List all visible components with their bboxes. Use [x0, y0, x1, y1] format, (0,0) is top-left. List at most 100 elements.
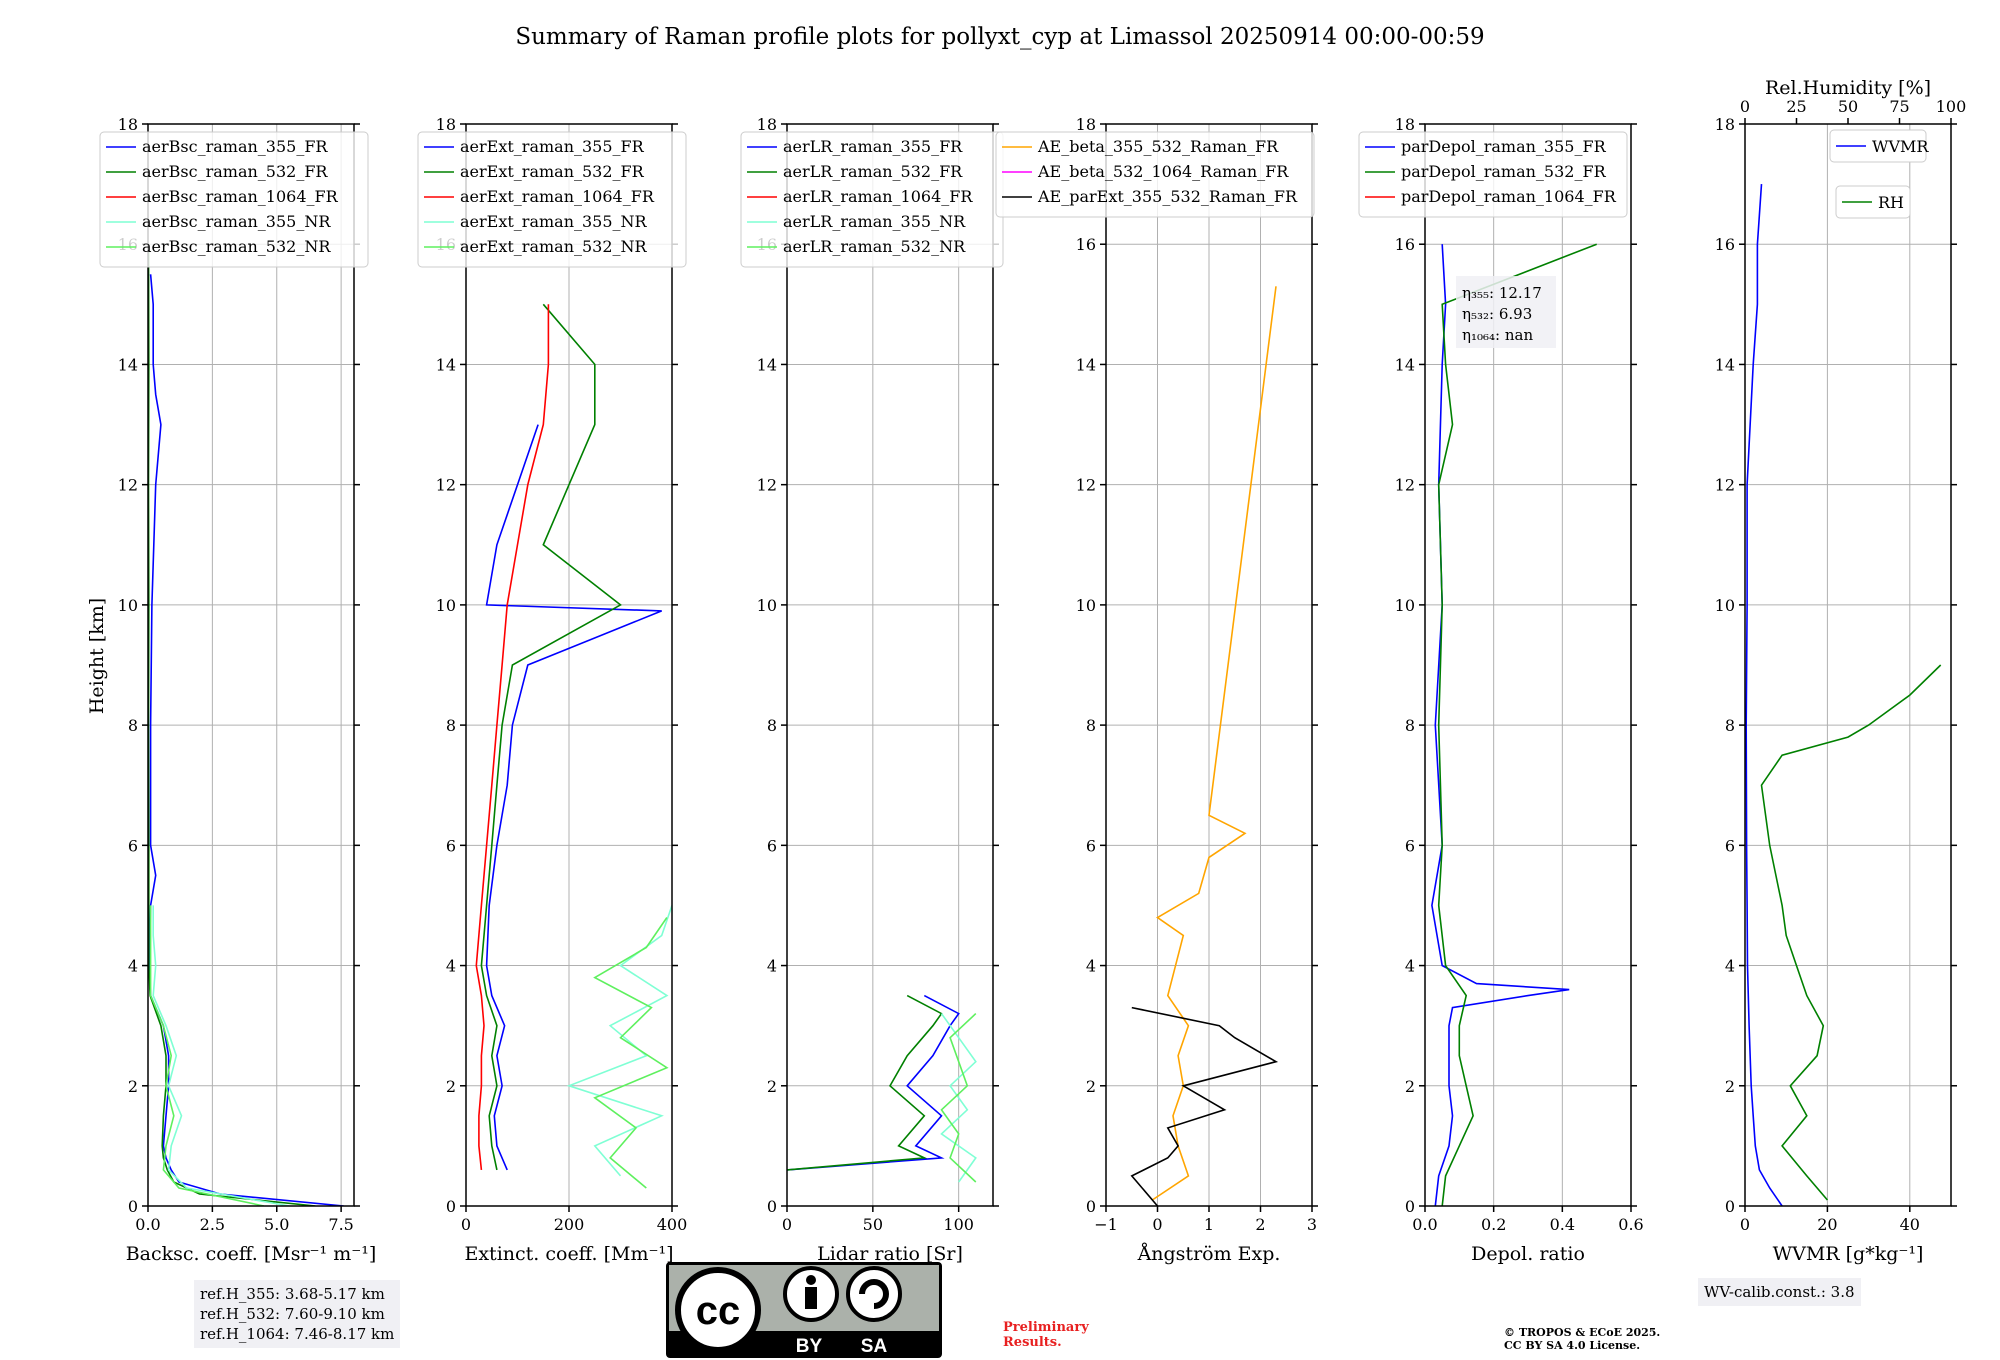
y-tick-label: 16	[1076, 235, 1096, 254]
series-line-aerExt_raman_532_FR	[480, 303, 622, 1171]
y-tick-label: 10	[757, 596, 777, 615]
x-tick-label: −1	[1094, 1215, 1118, 1234]
axes-frame	[786, 123, 994, 1207]
x-tick-label: 40	[1900, 1215, 1920, 1234]
x-tick-label: 200	[554, 1215, 585, 1234]
legend-label: AE_beta_355_532_Raman_FR	[1037, 137, 1279, 156]
y-tick-label: 4	[1086, 957, 1096, 976]
y-tick-label: 4	[1725, 957, 1735, 976]
legend-rh: RH	[1835, 185, 1911, 219]
attribution-head	[806, 1275, 816, 1285]
y-tick-label: 14	[436, 355, 456, 374]
legend-wvmr: WVMR	[1829, 129, 1929, 163]
x-tick-label: 100	[943, 1215, 974, 1234]
y-tick-label: 8	[1086, 716, 1096, 735]
y-tick-label: 12	[1715, 476, 1735, 495]
x-tick-label: 0	[1740, 1215, 1750, 1234]
y-tick-label: 6	[1725, 836, 1735, 855]
cc-by-sa-logo: cc BY SA	[666, 1262, 942, 1358]
top-x-tick-label: 100	[1936, 97, 1967, 116]
x-tick-label: 0	[1152, 1215, 1162, 1234]
x-tick-label: 5.0	[264, 1215, 289, 1234]
y-tick-label: 6	[128, 836, 138, 855]
series-line-aerLR_raman_355_NR	[940, 1013, 977, 1183]
cc-circle-icon	[675, 1267, 761, 1353]
legend-label: aerBsc_raman_355_NR	[142, 212, 331, 231]
y-tick-label: 18	[118, 115, 138, 134]
x-tick-label: 7.5	[328, 1215, 353, 1234]
series-line-RH	[1760, 664, 1942, 1201]
y-tick-label: 14	[1076, 355, 1096, 374]
y-tick-label: 10	[1715, 596, 1735, 615]
x-tick-label: 0	[461, 1215, 471, 1234]
sa-label: SA	[861, 1336, 888, 1357]
y-tick-label: 12	[1076, 476, 1096, 495]
axes-frame	[147, 123, 355, 1207]
preliminary-line-2: Results.	[1003, 1335, 1062, 1350]
y-tick-label: 12	[1395, 476, 1415, 495]
series-line-WVMR	[1745, 184, 1783, 1206]
panel-depol: 0 2 4 6 8 10 12 14 16 18 0.0 0.2 0.4 0.6 Depol. ratio p…	[1358, 115, 1644, 1265]
y-tick-label: 14	[1715, 355, 1735, 374]
y-tick-label: 10	[1076, 596, 1096, 615]
figure-title: Summary of Raman profile plots for polly…	[515, 24, 1484, 50]
legend-label: aerExt_raman_532_NR	[460, 237, 648, 256]
legend-label: aerBsc_raman_355_FR	[142, 137, 328, 156]
legend-frame	[99, 131, 369, 268]
legend-rh-frame	[1835, 185, 1911, 219]
ref-height-1064: ref.H_1064: 7.46-8.17 km	[200, 1325, 395, 1343]
y-tick-label: 12	[436, 476, 456, 495]
x-tick-label: 0	[782, 1215, 792, 1234]
series-group	[1431, 243, 1597, 1206]
x-axis-label: Ångström Exp.	[1137, 1243, 1281, 1265]
panel-water_vapor: 0 2 4 6 8 10 12 14 16 18 0 20 40 WVMR [g*kg⁻¹] 0 25 50 75…	[1715, 77, 1967, 1265]
series-group	[475, 303, 672, 1189]
x-tick-label: 20	[1817, 1215, 1837, 1234]
series-group	[1130, 286, 1279, 1206]
y-tick-label: 2	[128, 1077, 138, 1096]
annotation-line: η₅₃₂: 6.93	[1462, 305, 1532, 323]
preliminary-note: Preliminary Results.	[1003, 1320, 1089, 1350]
y-tick-label: 14	[118, 355, 138, 374]
y-tick-label: 12	[757, 476, 777, 495]
series-line-aerExt_raman_1064_FR	[475, 304, 550, 1170]
x-axis-label: WVMR [g*kg⁻¹]	[1773, 1243, 1924, 1265]
attribution-body	[805, 1287, 817, 1309]
y-tick-label: 8	[128, 716, 138, 735]
top-x-tick-label: 25	[1786, 97, 1806, 116]
y-tick-label: 16	[1715, 235, 1735, 254]
legend: aerExt_raman_355_FR aerExt_raman_532_FRae…	[417, 131, 687, 268]
legend-wvmr-frame	[1829, 129, 1927, 163]
x-axis-label: Lidar ratio [Sr]	[817, 1243, 963, 1265]
y-tick-label: 0	[767, 1197, 777, 1216]
y-tick-label: 4	[767, 957, 777, 976]
x-axis-label: Extinct. coeff. [Mm⁻¹]	[464, 1243, 673, 1265]
series-group	[787, 994, 977, 1183]
legend-label: aerExt_raman_355_FR	[460, 137, 645, 156]
y-tick-label: 8	[1725, 716, 1735, 735]
wv-calib-box: WV-calib.const.: 3.8	[1698, 1278, 1861, 1306]
annotation-box	[1456, 276, 1556, 348]
legend-label: AE_parExt_355_532_Raman_FR	[1037, 187, 1298, 206]
series-line-aerBsc_raman_355_NR	[152, 905, 290, 1206]
y-tick-label: 18	[1076, 115, 1096, 134]
copyright-note: © TROPOS & ECoE 2025. CC BY SA 4.0 Licen…	[1504, 1326, 1660, 1352]
legend-label: aerBsc_raman_532_NR	[142, 237, 331, 256]
series-group	[1745, 184, 1942, 1206]
panel-lidar_ratio: 024681012141618050100Lidar ratio [Sr]aer…	[740, 115, 1004, 1265]
legend: parDepol_raman_355_FR parDepol_raman_532_…	[1358, 131, 1628, 218]
legend-frame	[417, 131, 687, 268]
copyright-line-1: © TROPOS & ECoE 2025.	[1504, 1326, 1661, 1339]
legend-label: AE_beta_532_1064_Raman_FR	[1037, 162, 1289, 181]
share-alike-icon	[846, 1266, 902, 1322]
ref-height-532: ref.H_532: 7.60-9.10 km	[200, 1305, 385, 1323]
panel-extinction: 0246810121416180200400Extinct. coeff. [M…	[417, 115, 687, 1265]
y-tick-label: 6	[446, 836, 456, 855]
legend-label: aerExt_raman_1064_FR	[460, 187, 655, 206]
y-tick-label: 18	[1395, 115, 1415, 134]
legend: aerLR_raman_355_FR aerLR_raman_532_FR aerL…	[740, 131, 1004, 268]
series-line-AE_beta_355_532_Raman_FR	[1151, 286, 1277, 1201]
top-x-axis-label: Rel.Humidity [%]	[1765, 77, 1931, 99]
top-x-tick-label: 50	[1838, 97, 1858, 116]
